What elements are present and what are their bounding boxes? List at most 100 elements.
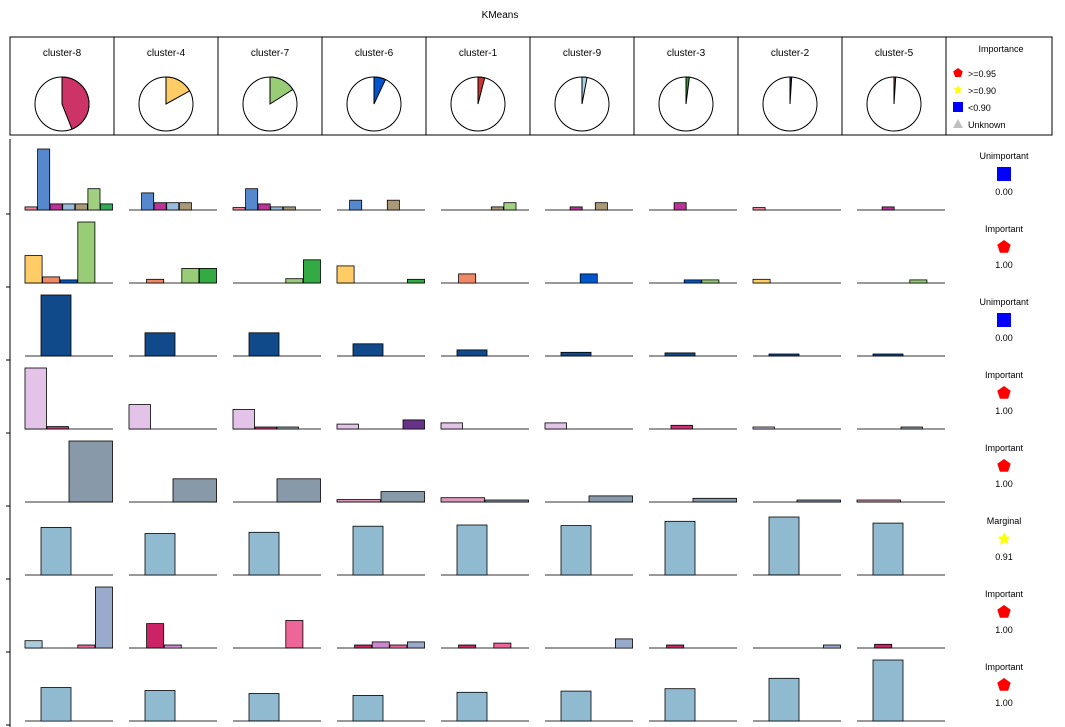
pie-slice-cluster-9	[581, 76, 588, 105]
bar-row1-cluster-9-3	[569, 206, 583, 211]
bar-row5-cluster-3-2	[692, 497, 737, 503]
bar-row1-cluster-7-3	[257, 203, 271, 211]
bar-row4-cluster-4-1	[128, 404, 151, 430]
importance-value-row8: 1.00	[995, 698, 1013, 708]
bar-row1-cluster-7-2	[245, 188, 259, 211]
importance-marker-row6	[997, 532, 1011, 545]
bar-row3-cluster-4-1	[144, 332, 176, 357]
importance-value-row2: 1.00	[995, 260, 1013, 270]
bar-row4-cluster-7-1	[232, 409, 255, 430]
legend-marker-star	[953, 85, 963, 94]
importance-label-row2: Important	[985, 224, 1024, 234]
bar-row7-cluster-6-4	[389, 644, 408, 649]
bar-row1-cluster-4-3	[153, 202, 167, 211]
bar-row5-cluster-2-2	[796, 499, 841, 503]
bar-row7-cluster-7-4	[285, 620, 304, 649]
bar-row5-cluster-7-2	[276, 478, 321, 503]
importance-marker-row1	[997, 167, 1011, 181]
legend-marker-pentagon	[953, 68, 963, 77]
pie-slice-cluster-1	[477, 76, 486, 105]
bar-row7-cluster-6-5	[406, 641, 425, 649]
importance-value-row6: 0.91	[995, 552, 1013, 562]
bar-row1-cluster-8-1	[24, 206, 38, 211]
bar-row1-cluster-7-5	[282, 206, 296, 211]
importance-value-row1: 0.00	[995, 187, 1013, 197]
importance-marker-row4	[997, 386, 1011, 399]
bar-row6-cluster-2-1	[768, 516, 800, 576]
bar-row3-cluster-3-1	[664, 352, 696, 357]
bar-row7-cluster-6-3	[371, 641, 390, 649]
chart-title: KMeans	[481, 10, 519, 21]
bar-row1-cluster-4-5	[178, 202, 192, 211]
bar-row4-cluster-6-1	[336, 423, 359, 430]
legend-marker-square	[953, 102, 963, 112]
bar-row1-cluster-8-6	[87, 188, 101, 211]
bar-row8-cluster-1-1	[456, 691, 488, 722]
bar-row4-cluster-9-1	[544, 422, 567, 430]
bar-row2-cluster-4-4	[181, 267, 200, 284]
importance-label-row3: Unimportant	[979, 297, 1029, 307]
importance-marker-row7	[997, 605, 1011, 618]
legend-label-triangle: Unknown	[968, 120, 1006, 130]
bar-row7-cluster-8-5	[95, 586, 113, 649]
pie-slice-cluster-8	[61, 76, 90, 130]
bar-row3-cluster-1-1	[456, 349, 488, 357]
bar-row8-cluster-5-1	[872, 659, 904, 722]
bar-row1-cluster-6-5	[386, 199, 400, 211]
bar-row1-cluster-1-5	[490, 206, 504, 211]
importance-value-row7: 1.00	[995, 625, 1013, 635]
bar-row8-cluster-3-1	[664, 688, 696, 722]
bar-row7-cluster-6-2	[354, 644, 373, 649]
bar-row3-cluster-6-1	[352, 343, 384, 357]
importance-marker-row2	[997, 240, 1011, 253]
bar-row5-cluster-6-2	[380, 491, 425, 503]
bar-row2-cluster-5-4	[909, 279, 928, 284]
bar-row1-cluster-9-5	[594, 202, 608, 211]
bar-row3-cluster-5-1	[872, 353, 904, 357]
bar-row2-cluster-8-4	[77, 221, 96, 284]
bar-row6-cluster-1-1	[456, 524, 488, 576]
bar-row1-cluster-8-2	[37, 148, 51, 211]
importance-label-row6: Marginal	[987, 516, 1022, 526]
bar-row1-cluster-4-2	[141, 192, 155, 211]
bar-row6-cluster-7-1	[248, 531, 280, 576]
bar-row1-cluster-8-3	[49, 203, 63, 211]
importance-marker-row8	[997, 678, 1011, 691]
bar-row5-cluster-9-2	[588, 495, 633, 503]
bar-row2-cluster-4-2	[146, 278, 165, 284]
bar-row1-cluster-5-3	[881, 206, 895, 211]
bar-row4-cluster-8-1	[24, 367, 47, 430]
bar-row5-cluster-1-2	[484, 499, 529, 503]
bar-row1-cluster-2-1	[752, 207, 766, 211]
bar-row2-cluster-1-2	[458, 273, 477, 284]
bar-row6-cluster-4-1	[144, 533, 176, 576]
bar-row5-cluster-8-2	[68, 440, 113, 503]
bar-row4-cluster-7-3	[276, 426, 299, 430]
legend-label-square: <0.90	[968, 103, 991, 113]
importance-label-row7: Important	[985, 589, 1024, 599]
bar-row1-cluster-4-4	[166, 202, 180, 211]
bar-row1-cluster-7-1	[232, 207, 246, 211]
bar-row3-cluster-8-1	[40, 294, 72, 357]
bar-row4-cluster-6-4	[402, 419, 425, 430]
pie-slice-cluster-4	[165, 76, 191, 105]
bar-row8-cluster-4-1	[144, 690, 176, 722]
importance-value-row3: 0.00	[995, 333, 1013, 343]
bar-row2-cluster-7-5	[302, 259, 321, 284]
bar-row5-cluster-4-2	[172, 478, 217, 503]
header-border	[9, 36, 1053, 136]
bar-row2-cluster-3-4	[701, 279, 720, 284]
bar-row6-cluster-8-1	[40, 527, 72, 576]
bar-row2-cluster-7-4	[285, 278, 304, 284]
legend-marker-triangle	[953, 119, 963, 128]
bar-row7-cluster-8-1	[24, 640, 43, 649]
bar-row7-cluster-4-3	[163, 644, 182, 649]
bar-row8-cluster-6-1	[352, 695, 384, 722]
bar-row2-cluster-2-1	[752, 278, 771, 284]
bar-row2-cluster-4-5	[198, 267, 217, 284]
pie-slice-cluster-5	[893, 76, 897, 105]
bar-row7-cluster-5-2	[874, 643, 893, 649]
cluster-label-cluster-8: cluster-8	[43, 48, 82, 59]
cluster-label-cluster-7: cluster-7	[251, 48, 290, 59]
pie-slice-cluster-6	[373, 76, 387, 105]
